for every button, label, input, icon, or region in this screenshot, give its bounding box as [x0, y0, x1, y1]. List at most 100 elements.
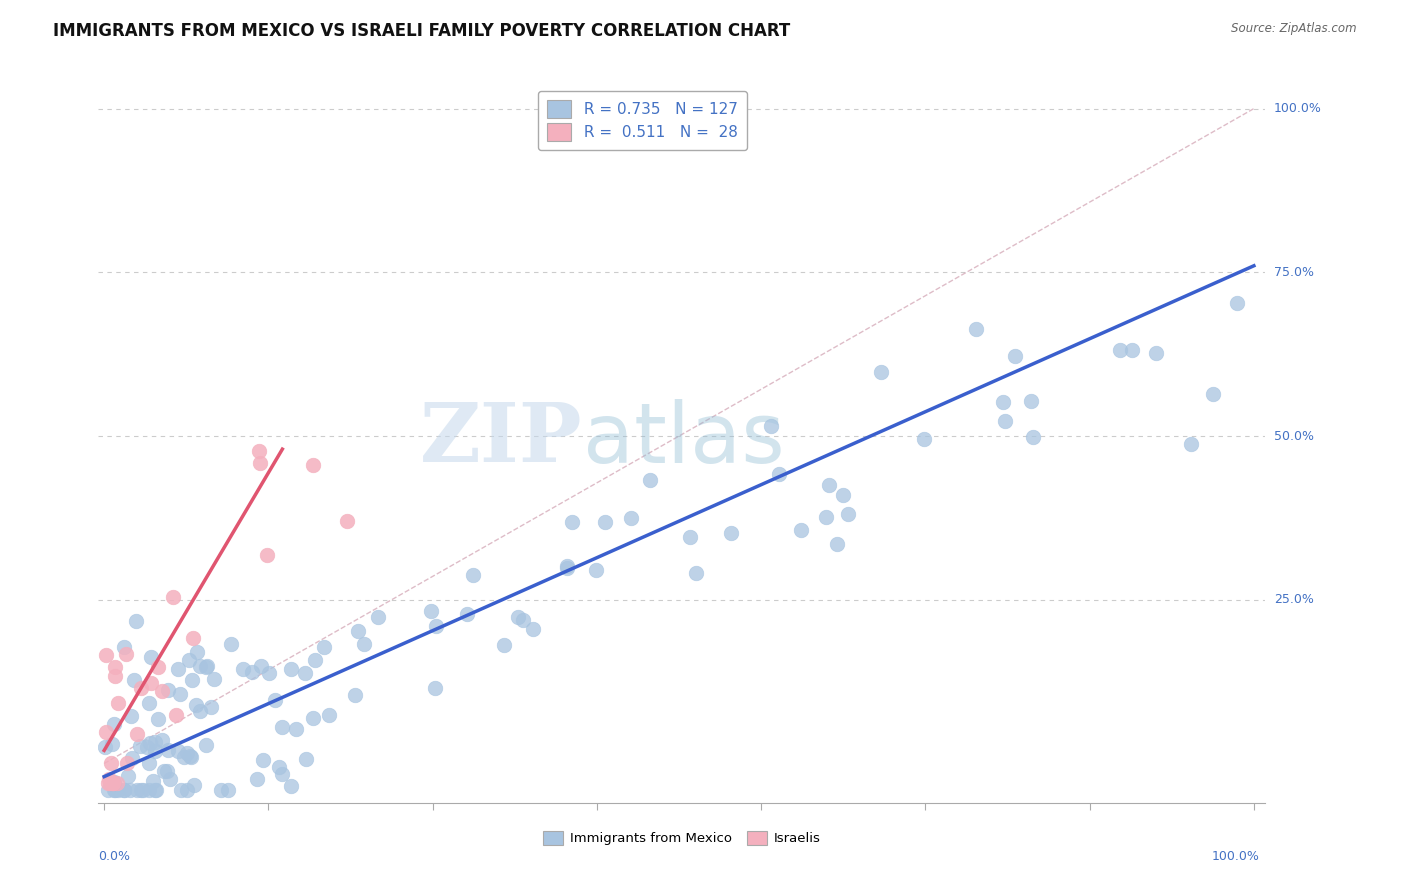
Point	[512, 613, 534, 627]
Point	[127, 782, 149, 797]
Point	[143, 735, 166, 749]
Point	[1108, 343, 1130, 357]
Point	[555, 558, 578, 573]
Point	[295, 752, 318, 766]
Point	[555, 561, 578, 575]
Point	[993, 414, 1015, 428]
Point	[181, 631, 204, 645]
Point	[761, 419, 783, 434]
Point	[145, 782, 167, 797]
Point	[827, 536, 849, 550]
Point	[790, 524, 813, 538]
Text: IMMIGRANTS FROM MEXICO VS ISRAELI FAMILY POVERTY CORRELATION CHART: IMMIGRANTS FROM MEXICO VS ISRAELI FAMILY…	[53, 22, 790, 40]
Point	[132, 782, 155, 797]
Point	[195, 738, 218, 752]
Legend: Immigrants from Mexico, Israelis: Immigrants from Mexico, Israelis	[538, 826, 825, 851]
Point	[1004, 349, 1026, 363]
Point	[129, 782, 152, 797]
Point	[94, 648, 117, 662]
Point	[150, 733, 173, 747]
Point	[420, 604, 443, 618]
Text: 100.0%: 100.0%	[1274, 102, 1322, 115]
Point	[138, 756, 160, 771]
Point	[173, 750, 195, 764]
Point	[280, 662, 302, 676]
Point	[188, 658, 211, 673]
Point	[150, 683, 173, 698]
Text: 25.0%: 25.0%	[1274, 593, 1313, 607]
Point	[195, 659, 218, 673]
Point	[270, 720, 292, 734]
Point	[1226, 295, 1249, 310]
Point	[367, 609, 389, 624]
Point	[257, 665, 280, 680]
Point	[302, 710, 325, 724]
Point	[114, 640, 136, 654]
Point	[336, 514, 359, 528]
Point	[425, 619, 447, 633]
Point	[176, 746, 198, 760]
Point	[176, 782, 198, 797]
Point	[115, 647, 138, 661]
Point	[100, 756, 122, 771]
Point	[101, 776, 124, 790]
Point	[98, 776, 121, 790]
Point	[153, 764, 176, 779]
Point	[252, 753, 274, 767]
Point	[127, 727, 149, 741]
Point	[139, 650, 162, 665]
Point	[100, 738, 122, 752]
Point	[107, 696, 129, 710]
Point	[202, 672, 225, 686]
Point	[217, 782, 239, 797]
Point	[180, 750, 202, 764]
Point	[318, 708, 340, 723]
Point	[240, 665, 263, 680]
Point	[232, 662, 254, 676]
Point	[117, 769, 139, 783]
Point	[125, 614, 148, 628]
Point	[593, 515, 616, 529]
Point	[167, 744, 190, 758]
Point	[302, 458, 325, 473]
Point	[103, 717, 125, 731]
Point	[157, 683, 180, 698]
Point	[104, 782, 127, 797]
Point	[1202, 387, 1225, 401]
Point	[139, 736, 162, 750]
Point	[177, 653, 200, 667]
Text: ZIP: ZIP	[420, 400, 582, 479]
Point	[1121, 343, 1143, 357]
Point	[98, 772, 121, 787]
Point	[211, 782, 233, 797]
Point	[1180, 436, 1202, 450]
Point	[1021, 430, 1043, 444]
Point	[463, 567, 485, 582]
Point	[122, 673, 145, 687]
Point	[101, 776, 124, 790]
Point	[869, 365, 891, 379]
Point	[815, 509, 838, 524]
Point	[832, 488, 855, 502]
Point	[522, 622, 544, 636]
Point	[94, 739, 117, 754]
Point	[263, 693, 285, 707]
Point	[304, 653, 326, 667]
Point	[294, 666, 316, 681]
Point	[159, 772, 181, 786]
Point	[280, 779, 302, 793]
Point	[103, 775, 125, 789]
Text: 75.0%: 75.0%	[1274, 266, 1313, 279]
Point	[195, 659, 218, 673]
Point	[129, 681, 152, 696]
Point	[112, 782, 135, 797]
Point	[162, 590, 184, 604]
Point	[249, 456, 271, 470]
Point	[270, 767, 292, 781]
Point	[104, 660, 127, 674]
Point	[94, 725, 117, 739]
Text: atlas: atlas	[582, 399, 785, 480]
Point	[456, 607, 478, 621]
Point	[166, 662, 188, 676]
Point	[284, 722, 307, 736]
